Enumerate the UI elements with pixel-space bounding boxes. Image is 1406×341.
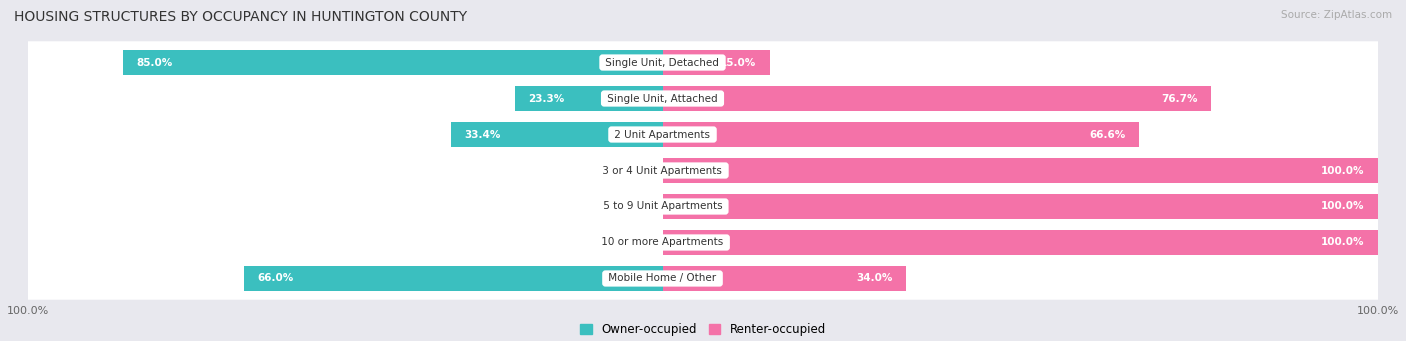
Text: Source: ZipAtlas.com: Source: ZipAtlas.com [1281,10,1392,20]
Text: 100.0%: 100.0% [1320,237,1364,248]
FancyBboxPatch shape [11,257,1395,300]
Text: 5 to 9 Unit Apartments: 5 to 9 Unit Apartments [599,202,725,211]
Text: 0.0%: 0.0% [627,237,655,248]
FancyBboxPatch shape [11,221,1395,264]
FancyBboxPatch shape [11,113,1395,156]
Bar [662,230,1378,255]
FancyBboxPatch shape [11,185,1395,228]
Text: 0.0%: 0.0% [627,165,655,176]
Text: 85.0%: 85.0% [136,58,173,68]
Bar [662,266,905,291]
Text: 100.0%: 100.0% [1320,202,1364,211]
Text: Mobile Home / Other: Mobile Home / Other [606,273,720,283]
Text: Single Unit, Detached: Single Unit, Detached [602,58,723,68]
Bar [662,122,1139,147]
Legend: Owner-occupied, Renter-occupied: Owner-occupied, Renter-occupied [575,318,831,341]
Text: 33.4%: 33.4% [464,130,501,139]
Text: 2 Unit Apartments: 2 Unit Apartments [612,130,714,139]
Bar [662,50,770,75]
Bar [515,86,662,111]
Text: 66.0%: 66.0% [257,273,294,283]
FancyBboxPatch shape [11,41,1395,84]
Bar [662,158,1378,183]
Bar [662,194,1378,219]
Text: 3 or 4 Unit Apartments: 3 or 4 Unit Apartments [599,165,725,176]
Text: HOUSING STRUCTURES BY OCCUPANCY IN HUNTINGTON COUNTY: HOUSING STRUCTURES BY OCCUPANCY IN HUNTI… [14,10,467,24]
Text: 10 or more Apartments: 10 or more Apartments [599,237,727,248]
Text: 34.0%: 34.0% [856,273,893,283]
Bar [662,86,1211,111]
FancyBboxPatch shape [11,77,1395,120]
Bar [124,50,662,75]
Text: 23.3%: 23.3% [529,93,564,104]
Text: Single Unit, Attached: Single Unit, Attached [605,93,721,104]
Text: 66.6%: 66.6% [1090,130,1125,139]
FancyBboxPatch shape [11,149,1395,192]
Text: 100.0%: 100.0% [1320,165,1364,176]
Bar [450,122,662,147]
Text: 15.0%: 15.0% [720,58,756,68]
Bar [243,266,662,291]
Text: 0.0%: 0.0% [627,202,655,211]
Text: 76.7%: 76.7% [1161,93,1198,104]
